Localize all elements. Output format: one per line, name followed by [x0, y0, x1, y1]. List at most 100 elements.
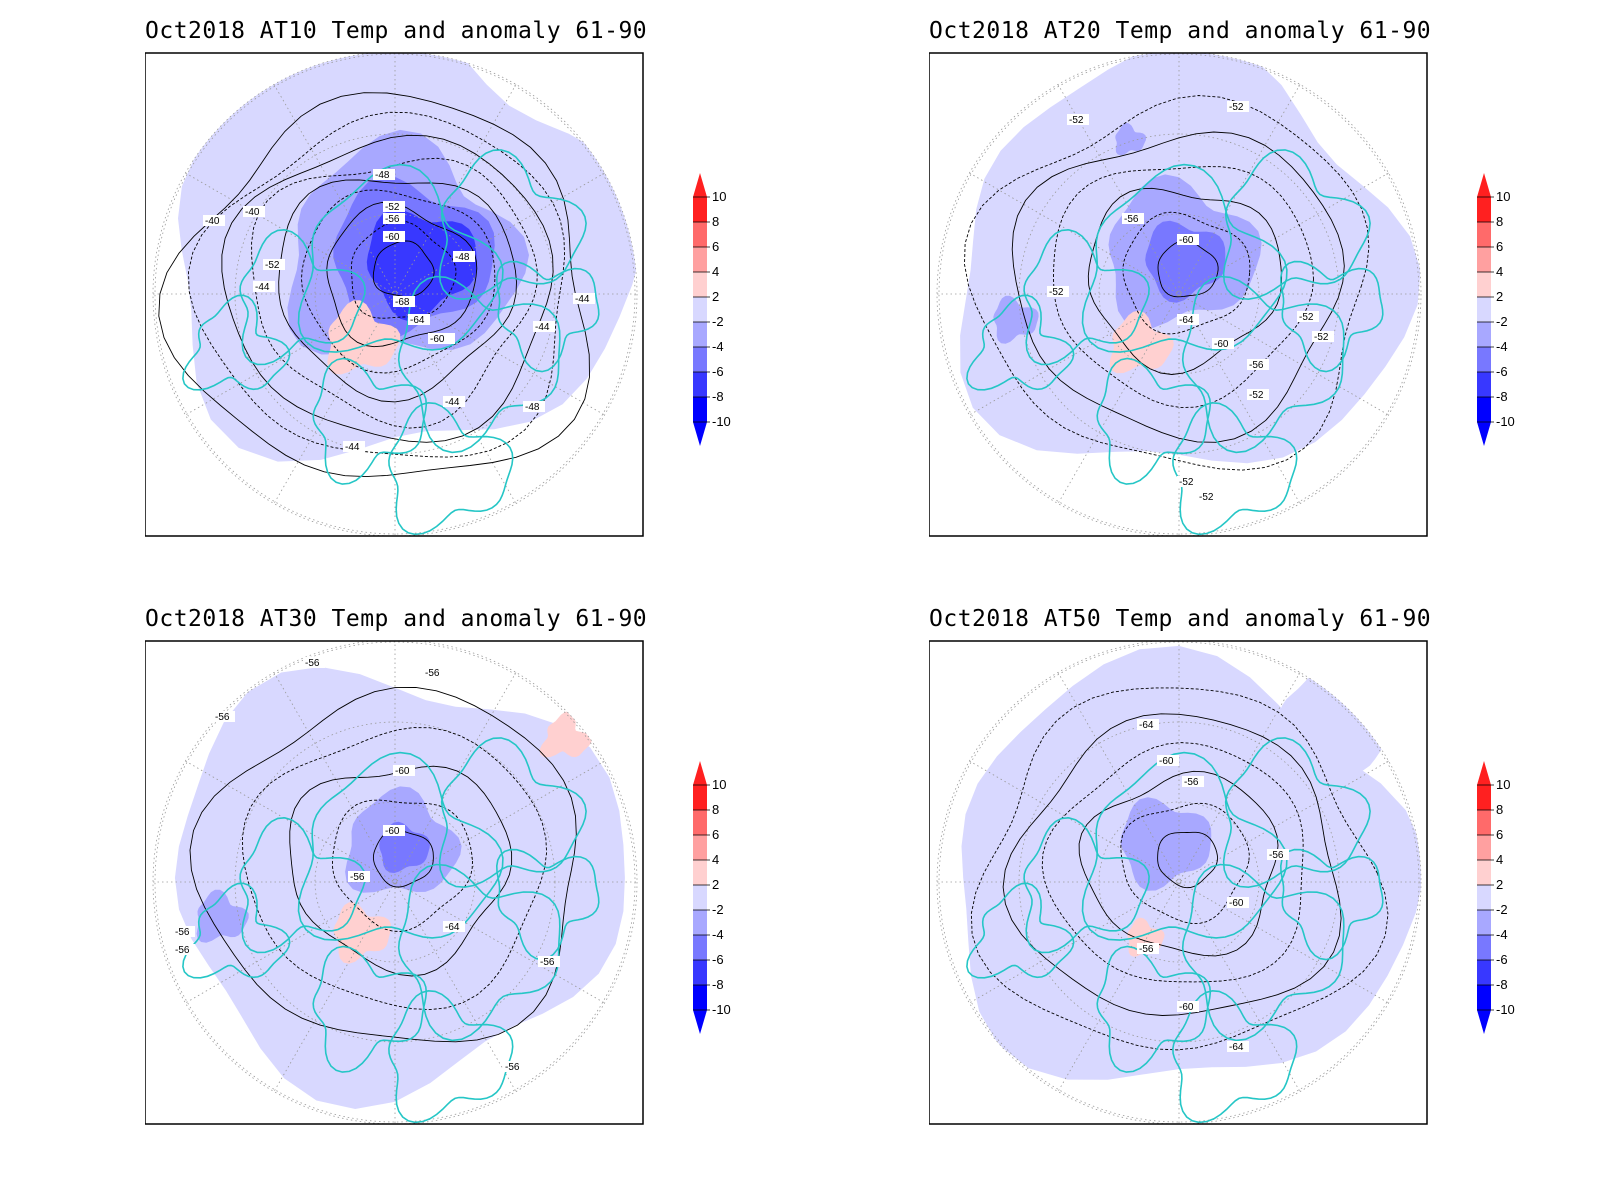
- latitude-circle: [234, 133, 556, 455]
- contour-label: -64: [1229, 1042, 1244, 1053]
- colorbar-top-arrow: [1477, 173, 1491, 197]
- temperature-contour: [289, 765, 513, 977]
- contour-label: -60: [385, 232, 400, 243]
- coastline: [1222, 737, 1371, 889]
- colorbar-label: -10: [712, 1002, 731, 1017]
- contour-label-bg: [443, 396, 465, 407]
- contour-label: -40: [205, 216, 220, 227]
- temperature-contour: [1120, 802, 1250, 924]
- coastline: [1181, 275, 1345, 454]
- colorbar-swatch: [693, 985, 707, 1010]
- contour-label: -56: [505, 1062, 520, 1073]
- temperature-contour: [1041, 742, 1304, 983]
- temperature-contour: [332, 799, 473, 932]
- contour-label: -56: [215, 712, 230, 723]
- contour-label-bg: [1297, 311, 1319, 322]
- colorbar-label: -8: [712, 389, 724, 404]
- latitude-circle: [1018, 721, 1340, 1043]
- contour-label: -44: [575, 294, 590, 305]
- colorbar-swatch: [693, 297, 707, 322]
- coastline: [1096, 945, 1212, 1073]
- temperature-contour: [1011, 131, 1345, 443]
- coastline: [182, 882, 291, 979]
- map-plot: -40-40-44-44-44-44-44-48-48-48-52-52-56-…: [145, 52, 731, 537]
- contour-label-bg: [573, 293, 595, 304]
- colorbar-bottom-arrow: [693, 1010, 707, 1034]
- contour-label-bg: [1227, 101, 1249, 112]
- contour-label: -52: [1229, 102, 1244, 113]
- colorbar-label: 2: [1496, 289, 1503, 304]
- contour-label-bg: [1067, 114, 1089, 125]
- contour-label: -52: [1299, 312, 1314, 323]
- coastline: [297, 751, 504, 941]
- contour-label-bg: [523, 401, 545, 412]
- coastline: [312, 945, 428, 1073]
- colorbar-swatch: [1477, 960, 1491, 985]
- temperature-contour: [1002, 713, 1342, 1016]
- colorbar-swatch: [693, 935, 707, 960]
- panel-title: Oct2018 AT30 Temp and anomaly 61-90: [145, 606, 648, 632]
- colorbar-swatch: [693, 885, 707, 910]
- contour-label: -56: [425, 668, 440, 679]
- contour-label-bg: [1137, 719, 1159, 730]
- colorbar-label: -8: [1496, 389, 1508, 404]
- colorbar-label: -2: [712, 314, 724, 329]
- colorbar-label: 6: [712, 239, 719, 254]
- map-frame: [145, 52, 644, 537]
- colorbar-label: -10: [1496, 414, 1515, 429]
- contour-label-bg: [383, 213, 405, 224]
- contour-label-bg: [383, 231, 405, 242]
- latitude-circle: [314, 801, 476, 963]
- colorbar: 10 8 6 4 2 -2 -4 -6 -8 -10: [693, 761, 731, 1034]
- contour-label-bg: [303, 657, 325, 668]
- coastline: [495, 260, 600, 373]
- coastline: [966, 882, 1075, 979]
- colorbar-label: 4: [1496, 852, 1503, 867]
- colorbar-bottom-arrow: [693, 422, 707, 446]
- contour-label-bg: [1047, 286, 1069, 297]
- colorbar-label: 8: [1496, 214, 1503, 229]
- contour-label: -48: [375, 170, 390, 181]
- colorbar-label: 4: [712, 852, 719, 867]
- latitude-circle: [1098, 213, 1260, 375]
- contour-label: -64: [1139, 720, 1154, 731]
- colorbar-label: -4: [1496, 927, 1508, 942]
- colorbar: 10 8 6 4 2 -2 -4 -6 -8 -10: [1477, 761, 1515, 1034]
- colorbar-label: 8: [1496, 802, 1503, 817]
- contour-label: -56: [385, 214, 400, 225]
- map-rim: [152, 641, 638, 1124]
- colorbar-label: 8: [712, 214, 719, 229]
- map-frame-content: [936, 641, 1422, 1124]
- contour-label-bg: [243, 206, 265, 217]
- contour-label-bg: [1197, 491, 1219, 502]
- contour-label: -64: [1179, 315, 1194, 326]
- contour-label: -52: [385, 202, 400, 213]
- colorbar-label: -6: [712, 364, 724, 379]
- panel-title: Oct2018 AT50 Temp and anomaly 61-90: [929, 606, 1432, 632]
- coastline: [1023, 228, 1150, 366]
- contour-label: -44: [535, 322, 550, 333]
- map-plot: -56 -56 -56 -56 -56 -56 -56 -56 -60 -60 -64 10 8 6 4 2 -…: [145, 640, 731, 1125]
- contour-label: -56: [305, 658, 320, 669]
- contour-label-bg: [1212, 338, 1234, 349]
- contour-label-bg: [373, 169, 395, 180]
- coastline: [1081, 751, 1288, 941]
- colorbar-top-arrow: [693, 761, 707, 785]
- colorbar-swatch: [1477, 910, 1491, 935]
- contour-label-bg: [263, 259, 285, 270]
- contour-label: -52: [1179, 477, 1194, 488]
- map-frame: [145, 640, 644, 1125]
- contour-label-bg: [1177, 234, 1199, 245]
- colorbar-label: 6: [1496, 239, 1503, 254]
- contour-label: -56: [175, 927, 190, 938]
- contour-label-bg: [423, 667, 445, 678]
- temperature-contour: [1157, 240, 1219, 298]
- colorbar-swatch: [693, 785, 707, 810]
- colorbar-swatch: [1477, 372, 1491, 397]
- contour-label-bg: [213, 711, 235, 722]
- temperature-contour: [372, 240, 435, 298]
- coastline: [239, 816, 366, 954]
- colorbar-label: -8: [712, 977, 724, 992]
- map-rim: [152, 53, 638, 536]
- anomaly-shading: [174, 666, 625, 1109]
